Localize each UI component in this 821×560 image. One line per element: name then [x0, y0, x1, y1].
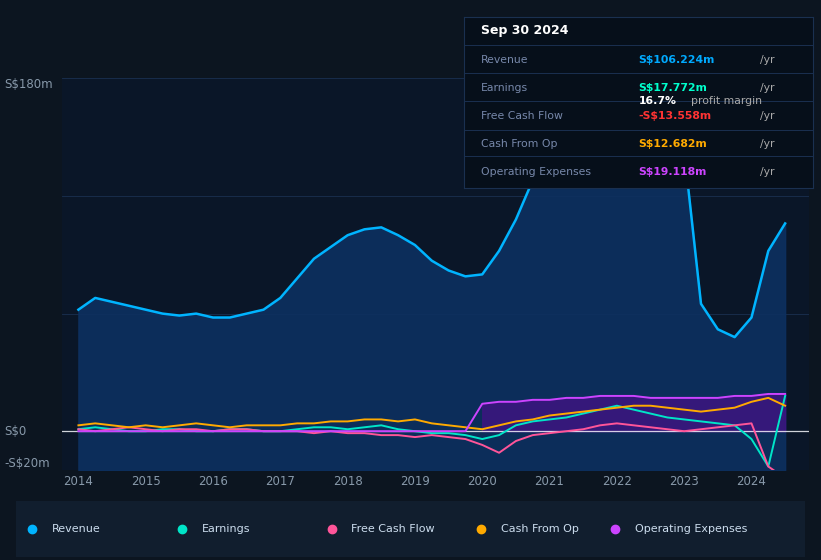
Text: -S$13.558m: -S$13.558m — [639, 111, 712, 121]
Text: /yr: /yr — [760, 111, 775, 121]
Text: S$106.224m: S$106.224m — [639, 55, 715, 66]
FancyBboxPatch shape — [8, 501, 813, 558]
Text: /yr: /yr — [760, 139, 775, 149]
Text: S$180m: S$180m — [4, 78, 53, 91]
Text: /yr: /yr — [760, 167, 775, 177]
Text: Operating Expenses: Operating Expenses — [481, 167, 591, 177]
Text: S$12.682m: S$12.682m — [639, 139, 707, 149]
Text: S$19.118m: S$19.118m — [639, 167, 707, 177]
Text: profit margin: profit margin — [690, 96, 762, 106]
Text: Sep 30 2024: Sep 30 2024 — [481, 24, 569, 37]
Text: Revenue: Revenue — [52, 524, 101, 534]
Text: Earnings: Earnings — [481, 83, 529, 93]
Text: /yr: /yr — [760, 55, 775, 66]
Text: -S$20m: -S$20m — [4, 458, 50, 470]
Text: Earnings: Earnings — [202, 524, 250, 534]
Text: Free Cash Flow: Free Cash Flow — [481, 111, 563, 121]
Text: 16.7%: 16.7% — [639, 96, 677, 106]
Text: /yr: /yr — [760, 83, 775, 93]
Text: S$0: S$0 — [4, 424, 26, 438]
Text: Revenue: Revenue — [481, 55, 529, 66]
Text: S$17.772m: S$17.772m — [639, 83, 707, 93]
Text: Cash From Op: Cash From Op — [501, 524, 579, 534]
Text: Operating Expenses: Operating Expenses — [635, 524, 747, 534]
Text: Cash From Op: Cash From Op — [481, 139, 557, 149]
Text: Free Cash Flow: Free Cash Flow — [351, 524, 435, 534]
